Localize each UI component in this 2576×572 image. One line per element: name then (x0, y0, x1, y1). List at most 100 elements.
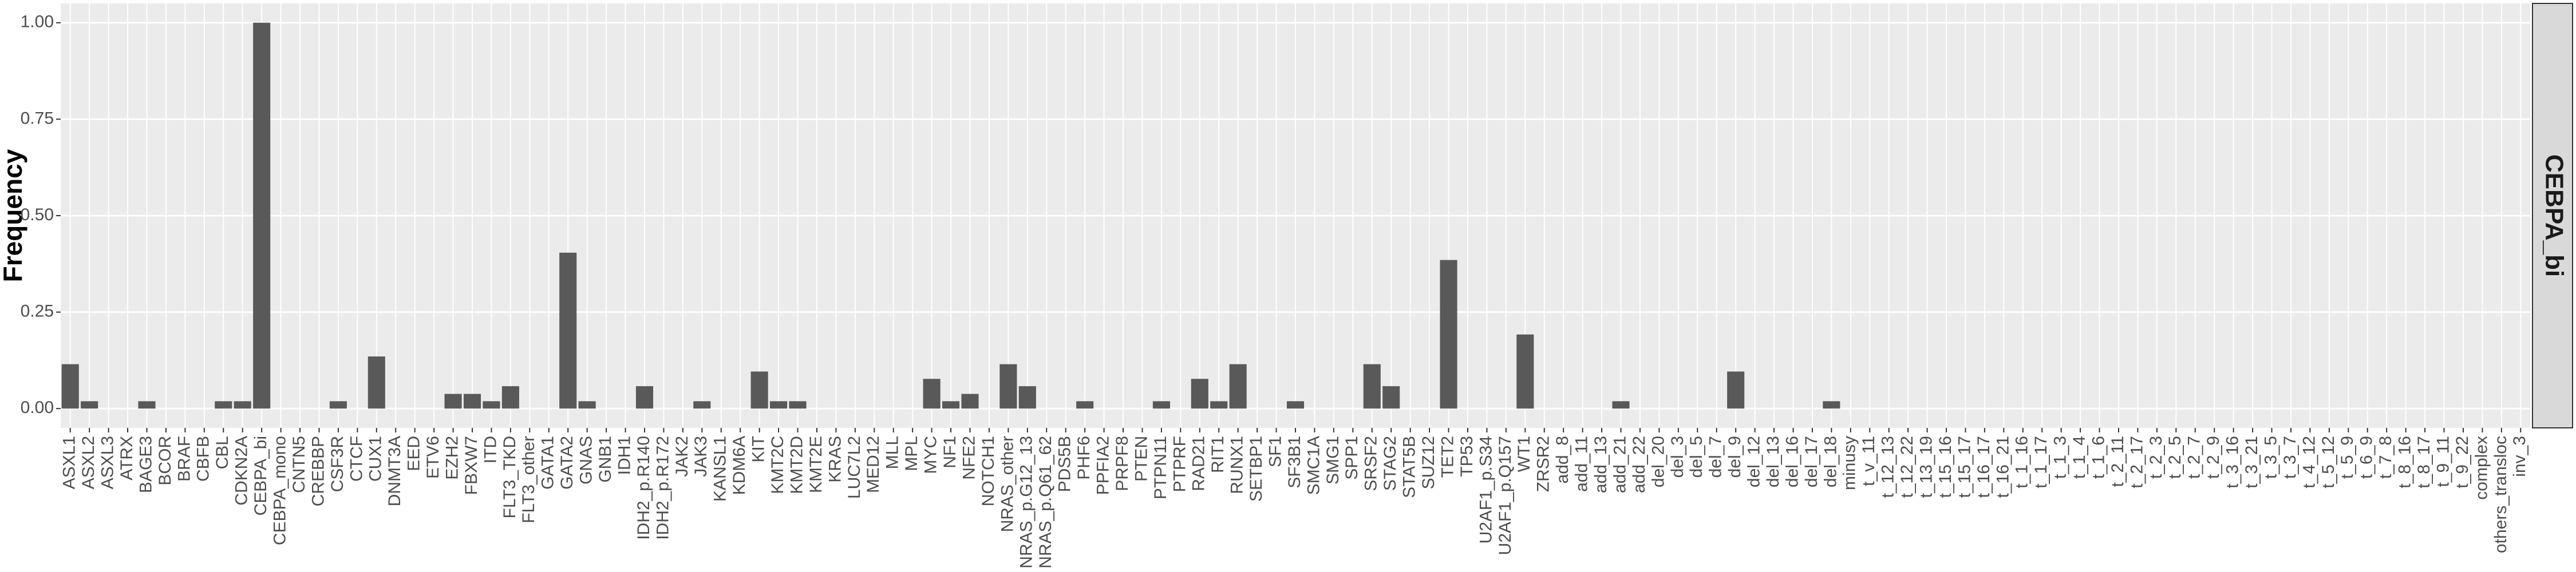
x-tick-label: SMC1A (1304, 436, 1323, 495)
x-tick-label: CNTN5 (290, 436, 309, 493)
x-tick-label: EZH2 (442, 436, 461, 480)
bar (1612, 401, 1630, 409)
x-tick-label: t_1_17 (2032, 436, 2050, 488)
bar (215, 401, 232, 409)
x-tick-label: ETV6 (424, 436, 442, 479)
x-tick-label: CSF3R (328, 436, 347, 492)
x-tick-label: t_2_9 (2204, 436, 2223, 479)
x-tick-label: DNMT3A (385, 436, 404, 506)
bar (1727, 371, 1745, 409)
x-tick-label: SETBP1 (1247, 436, 1266, 502)
x-tick-label: NOTCH1 (979, 436, 998, 506)
bar (1286, 401, 1305, 409)
x-tick-label: t_3_7 (2281, 436, 2300, 479)
x-tick-label: GATA1 (539, 436, 558, 490)
x-tick-label: SF1 (1266, 436, 1285, 467)
x-tick-label: t_2_11 (2108, 436, 2127, 487)
bar (1823, 401, 1840, 409)
bar (1191, 379, 1208, 409)
x-tick-label: del_3 (1668, 436, 1687, 478)
x-tick-label: LUC7L2 (845, 436, 864, 499)
x-tick-label: del_7 (1706, 436, 1725, 478)
y-tick-label: 0.50 (21, 205, 54, 224)
x-tick-label: t_1_4 (2070, 436, 2089, 479)
bar (1440, 260, 1457, 409)
x-tick-label: t_16_21 (1993, 436, 2012, 498)
x-tick-label: add_13 (1591, 436, 1610, 493)
x-tick-label: CREBBP (309, 436, 327, 506)
x-tick-label: t_9_11 (2433, 436, 2452, 487)
x-tick-label: ZRSR2 (1534, 436, 1553, 492)
x-tick-label: t_13_19 (1917, 436, 1936, 498)
x-tick-label: others_transloc (2491, 436, 2510, 553)
x-tick-label: t_7_8 (2376, 436, 2395, 479)
bar (770, 401, 788, 409)
x-tick-label: del_5 (1687, 436, 1706, 478)
x-tick-label: SF3B1 (1285, 436, 1304, 488)
x-tick-label: KRAS (825, 436, 844, 483)
y-tick-label: 0.75 (21, 109, 54, 128)
x-tick-label: IDH1 (615, 436, 634, 475)
x-tick-label: FLT3_TKD (500, 436, 519, 518)
x-tick-label: BCOR (156, 436, 175, 486)
bar (1210, 401, 1228, 409)
x-tick-label: MLL (883, 436, 902, 469)
bar (329, 401, 347, 409)
x-tick-label: GATA2 (558, 436, 576, 490)
x-tick-label: NF1 (941, 436, 959, 468)
y-tick-label: 0.00 (21, 398, 54, 417)
bar (81, 401, 98, 409)
x-tick-label: GNB1 (596, 436, 615, 483)
x-tick-label: t_12_13 (1879, 436, 1898, 498)
x-tick-label: CTCF (347, 436, 366, 482)
x-tick-label: KDM6A (730, 436, 749, 495)
x-tick-label: del_17 (1802, 436, 1821, 487)
bar (693, 401, 711, 409)
x-tick-label: NRAS_p.G12_13 (1017, 436, 1036, 569)
x-tick-label: KMT2C (768, 436, 787, 494)
x-tick-label: STAG2 (1381, 436, 1400, 491)
x-tick-label: GNAS (577, 436, 596, 484)
x-tick-label: MED12 (864, 436, 883, 493)
x-tick-label: t_1_6 (2089, 436, 2108, 479)
bar (1382, 386, 1400, 409)
bar (578, 401, 596, 409)
x-tick-label: U2AF1_p.Q157 (1496, 436, 1515, 555)
x-tick-label: ITD (481, 436, 500, 463)
x-tick-label: t_2_3 (2147, 436, 2166, 479)
x-tick-label: del_18 (1821, 436, 1840, 487)
x-tick-label: PHF6 (1074, 436, 1093, 480)
x-tick-label: inv_3 (2510, 436, 2529, 477)
x-tick-label: PDS5B (1056, 436, 1074, 492)
x-tick-label: t_2_5 (2166, 436, 2184, 479)
bar (234, 401, 251, 409)
x-tick-label: FLT3_other (519, 436, 538, 523)
bar (61, 364, 79, 409)
x-tick-label: del_16 (1783, 436, 1801, 487)
x-tick-label: PTEN (1132, 436, 1151, 482)
x-tick-label: t_8_17 (2415, 436, 2433, 488)
bar (444, 394, 462, 409)
x-tick-label: CEBPA_mono (271, 436, 290, 545)
x-tick-label: del_12 (1745, 436, 1764, 487)
x-tick-label: FBXW7 (462, 436, 481, 495)
y-tick-label: 1.00 (21, 13, 54, 31)
x-tick-label: minusy (1840, 436, 1859, 490)
x-tick-label: KMT2D (787, 436, 806, 494)
x-tick-label: t_15_17 (1955, 436, 1974, 498)
x-tick-label: t_v_11 (1859, 436, 1878, 486)
x-tick-label: add_8 (1553, 436, 1572, 483)
x-tick-label: ASXL2 (79, 436, 98, 489)
bar (789, 401, 807, 409)
x-tick-label: add_22 (1630, 436, 1649, 493)
x-tick-label: t_2_17 (2127, 436, 2146, 488)
x-tick-label: t_6_9 (2357, 436, 2376, 479)
y-axis-title: Frequency (0, 149, 27, 282)
bar (1516, 334, 1534, 409)
x-tick-label: t_3_21 (2242, 436, 2261, 488)
bar (1229, 364, 1247, 409)
x-tick-label: SUZ12 (1419, 436, 1438, 489)
bar (1076, 401, 1094, 409)
bar (1018, 386, 1036, 409)
